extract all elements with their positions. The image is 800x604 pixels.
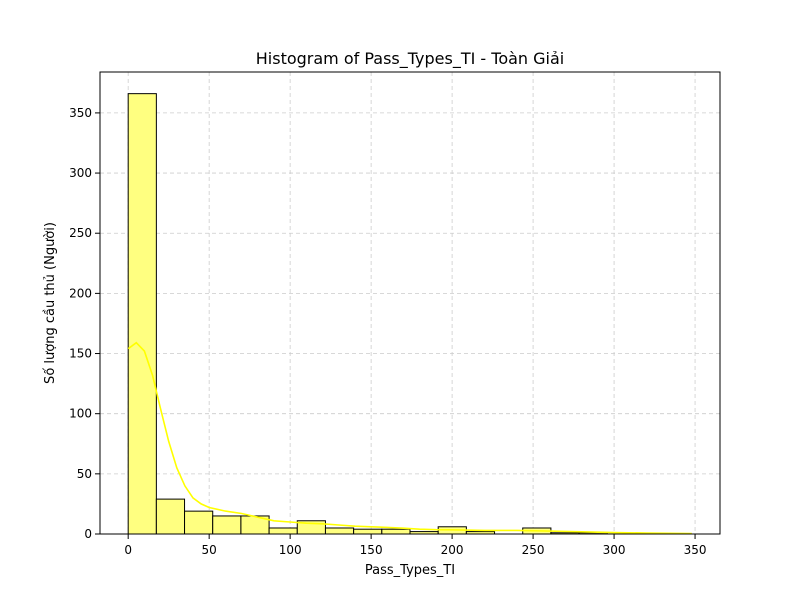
y-tick-label: 350 <box>69 106 92 120</box>
y-axis-ticks: 0 50 100 150 200 250 300 350 <box>69 106 100 541</box>
x-tick-label: 350 <box>684 543 707 557</box>
x-tick-label: 0 <box>124 543 132 557</box>
y-tick-label: 250 <box>69 226 92 240</box>
kde-curve <box>127 341 692 535</box>
x-axis-label: Pass_Types_TI <box>365 563 455 578</box>
x-tick-label: 250 <box>522 543 545 557</box>
x-tick-label: 50 <box>202 543 217 557</box>
histogram-bar <box>268 527 298 535</box>
y-tick-label: 50 <box>77 467 92 481</box>
x-axis-ticks: 0 50 100 150 200 250 300 350 <box>124 534 707 557</box>
histogram-bar <box>212 515 242 535</box>
histogram-bar <box>324 527 355 535</box>
histogram-bar <box>353 528 383 535</box>
y-tick-label: 200 <box>69 286 92 300</box>
histogram-bar <box>381 528 411 535</box>
x-tick-label: 100 <box>279 543 302 557</box>
y-tick-label: 150 <box>69 347 92 361</box>
y-tick-label: 0 <box>84 527 92 541</box>
y-tick-label: 300 <box>69 166 92 180</box>
x-tick-label: 300 <box>603 543 626 557</box>
plot-frame <box>99 71 721 535</box>
grid-lines <box>100 72 720 535</box>
y-tick-label: 100 <box>69 407 92 421</box>
x-tick-label: 150 <box>360 543 383 557</box>
y-axis-label: Số lượng cầu thủ (Người) <box>43 222 58 384</box>
histogram-bars <box>127 93 608 535</box>
histogram-bar <box>184 510 214 535</box>
histogram-bar <box>127 93 157 535</box>
histogram-bar <box>155 498 186 535</box>
chart-title: Histogram of Pass_Types_TI - Toàn Giải <box>256 49 565 69</box>
x-tick-label: 200 <box>441 543 464 557</box>
